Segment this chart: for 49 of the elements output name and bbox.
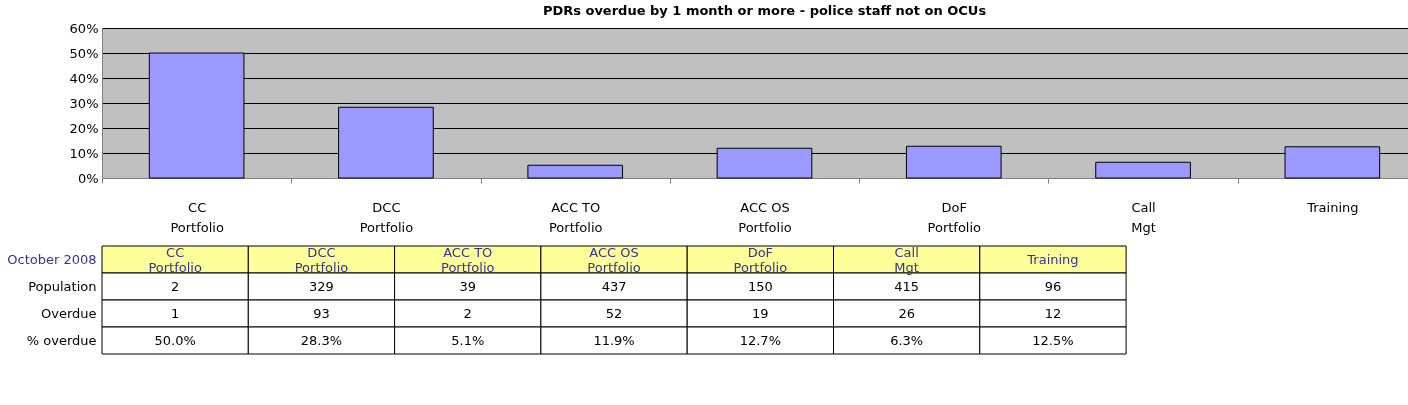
data-label: 6.3% — [890, 332, 924, 348]
x-tick-label: ACC TO Portfolio — [441, 245, 495, 275]
y-tick-label: 30% — [69, 95, 99, 111]
bar — [1095, 161, 1191, 179]
data-label: 1 — [171, 305, 180, 321]
x-tick-label: Call Mgt — [1131, 199, 1156, 235]
y-tick-label: 50% — [69, 45, 99, 61]
data-label: 329 — [309, 278, 334, 294]
data-label: 12.5% — [1032, 332, 1074, 348]
data-label: 2 — [463, 305, 472, 321]
y-tick-label: % overdue — [26, 332, 97, 348]
y-tick-label: Population — [28, 278, 97, 294]
x-tick-label: DoF Portfolio — [733, 245, 788, 275]
data-label: 11.9% — [593, 332, 635, 348]
chart-title: PDRs overdue by 1 month or more - police staff not on OCUs — [542, 3, 987, 18]
y-tick-label: 0% — [77, 170, 99, 186]
x-tick-label: DCC Portfolio — [359, 199, 414, 235]
data-label: 26 — [898, 305, 915, 321]
data-label: 19 — [752, 305, 769, 321]
data-label: 415 — [894, 278, 920, 294]
data-label: 5.1% — [451, 332, 485, 348]
y-tick-label: Overdue — [40, 305, 97, 321]
x-tick-label: CC Portfolio — [170, 199, 224, 235]
data-label: 28.3% — [300, 332, 343, 348]
y-tick-label: 10% — [69, 145, 99, 161]
y-tick-label: 40% — [69, 70, 99, 86]
x-tick-label: CC Portfolio — [148, 245, 202, 275]
bar — [527, 164, 624, 179]
y-tick-label: 60% — [69, 20, 99, 36]
data-label: 2 — [171, 278, 180, 294]
data-label: 52 — [605, 305, 623, 321]
y-tick-label: 20% — [69, 120, 99, 136]
data-label: 437 — [601, 278, 627, 294]
x-tick-label: DoF Portfolio — [927, 199, 982, 235]
x-tick-label: Call Mgt — [894, 245, 919, 275]
data-label: 12.7% — [739, 332, 782, 348]
x-tick-label: ACC OS Portfolio — [738, 199, 792, 235]
x-tick-label: ACC OS Portfolio — [587, 245, 641, 275]
x-tick-label: DCC Portfolio — [294, 245, 349, 275]
x-tick-label: Training — [1026, 251, 1079, 267]
x-tick-label: Training — [1306, 199, 1359, 215]
data-label: 93 — [313, 305, 330, 321]
data-label: 96 — [1044, 278, 1062, 294]
data-label: 12 — [1044, 305, 1062, 321]
data-label: 39 — [459, 278, 477, 294]
chart-title: October 2008 — [7, 252, 97, 267]
x-tick-label: ACC TO Portfolio — [548, 199, 603, 235]
data-label: 150 — [747, 278, 773, 294]
data-label: 50.0% — [154, 332, 196, 348]
